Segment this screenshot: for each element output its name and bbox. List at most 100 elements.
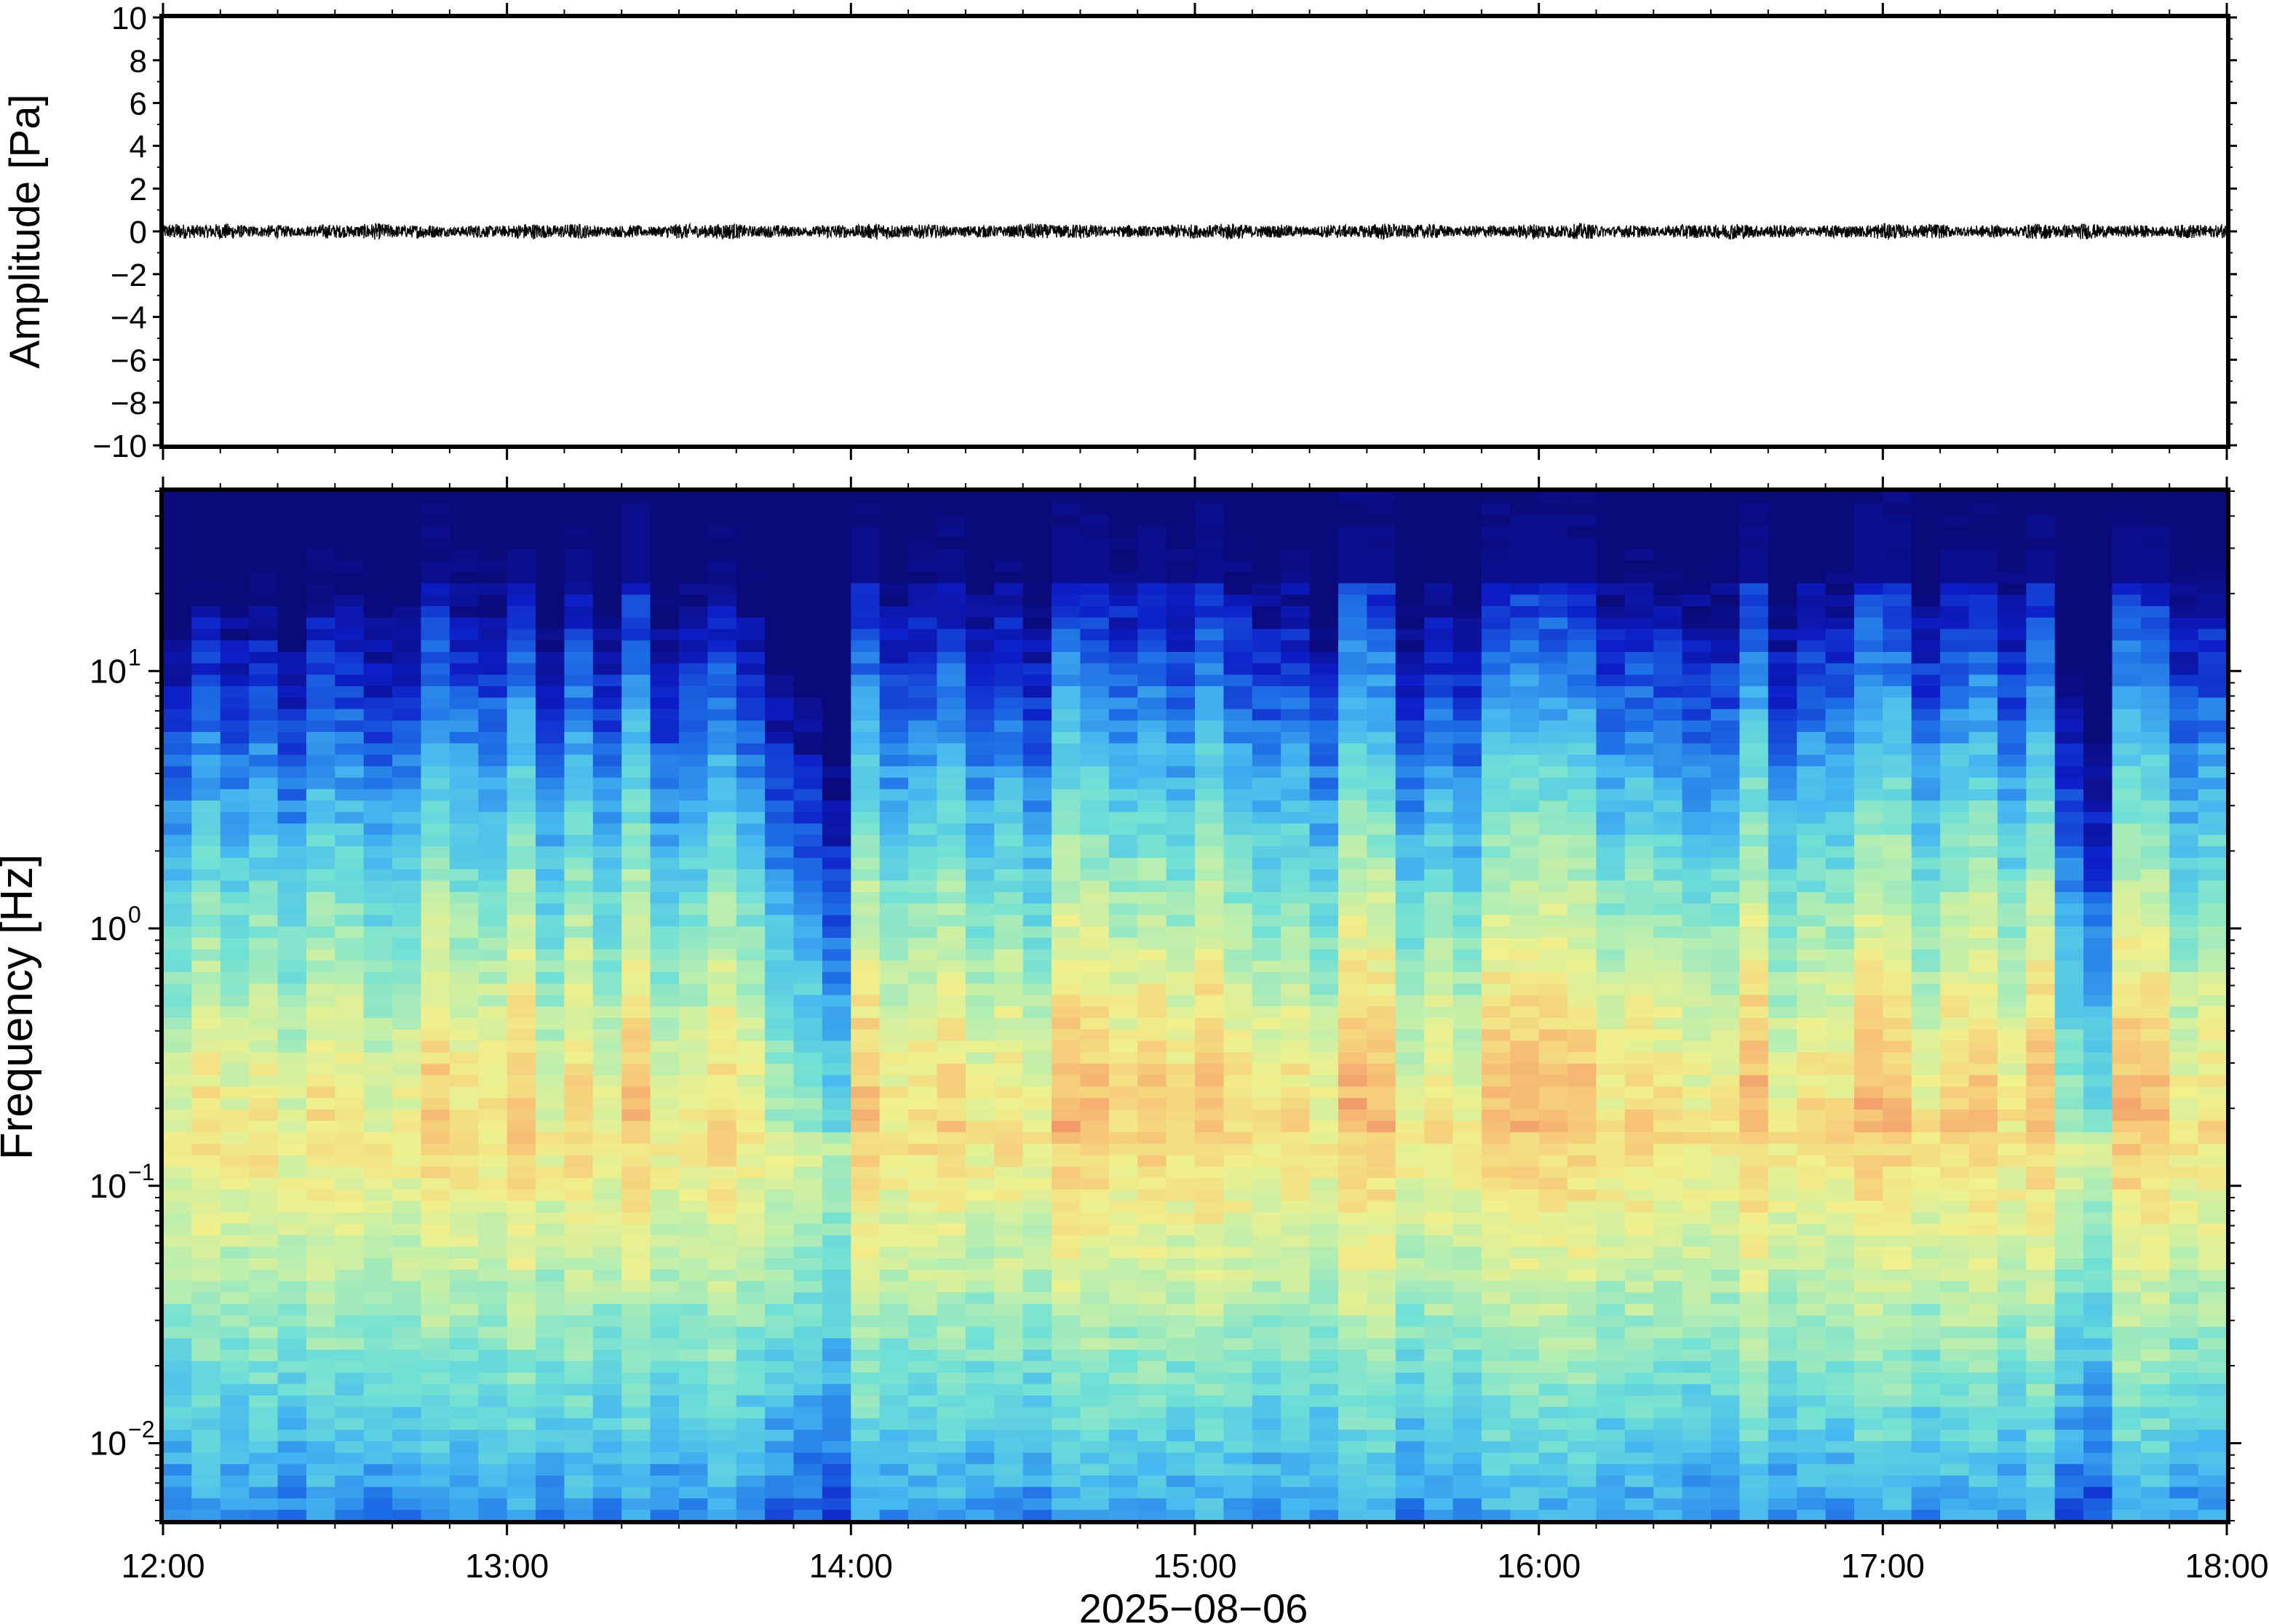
spectrogram-cell — [1453, 1177, 1482, 1190]
spectrogram-cell — [1538, 685, 1568, 698]
spectrogram-cell — [793, 594, 823, 607]
spectrogram-cell — [965, 903, 996, 915]
spectrogram-cell — [536, 571, 565, 584]
spectrogram-cell — [1137, 788, 1167, 801]
spectrogram-cell — [1395, 937, 1425, 950]
spectrogram-cell — [449, 1143, 480, 1155]
spectrogram-cell — [392, 1372, 422, 1385]
spectrogram-cell — [908, 605, 938, 618]
spectrogram-cell — [536, 1211, 565, 1225]
spectrogram-cell — [1481, 1211, 1511, 1225]
spectrogram-cell — [621, 765, 651, 778]
spectrogram-cell — [707, 1509, 737, 1521]
spectrogram-cell — [707, 560, 737, 572]
spectrogram-cell — [1424, 536, 1454, 549]
spectrogram-cell — [506, 1246, 536, 1259]
spectrogram-cell — [564, 1063, 594, 1075]
spectrogram-cell — [536, 822, 565, 835]
spectrogram-cell — [1338, 937, 1368, 950]
spectrogram-cell — [506, 514, 536, 526]
spectrogram-cell — [1223, 571, 1253, 584]
spectrogram-cell — [1395, 880, 1425, 893]
spectrogram-cell — [1682, 788, 1712, 801]
spectrogram-cell — [1453, 845, 1482, 858]
spectrogram-cell — [736, 983, 766, 995]
spectrogram-cell — [564, 708, 594, 721]
spectrogram-cell — [1510, 697, 1540, 709]
spectrogram-cell — [220, 1189, 250, 1201]
spectrogram-cell — [851, 1406, 881, 1419]
spectrogram-cell — [449, 1417, 480, 1430]
spectrogram-cell — [937, 1337, 966, 1350]
spectrogram-cell — [1108, 937, 1139, 950]
spectrogram-cell — [277, 1429, 307, 1441]
spectrogram-cell — [421, 903, 450, 915]
spectrogram-cell — [1338, 1372, 1368, 1385]
spectrogram-cell — [163, 811, 193, 824]
spectrogram-cell — [536, 1131, 565, 1144]
spectrogram-cell — [1108, 1475, 1139, 1487]
spectrogram-cell — [765, 651, 795, 664]
spectrogram-cell — [335, 697, 365, 709]
spectrogram-cell — [1395, 1200, 1425, 1213]
spectrogram-cell — [306, 1200, 336, 1213]
spectrogram-cell — [621, 811, 651, 824]
spectrogram-cell — [937, 880, 966, 893]
spectrogram-cell — [536, 1360, 565, 1373]
spectrogram-cell — [1195, 834, 1225, 847]
spectrogram-cell — [1281, 1463, 1311, 1476]
spectrogram-cell — [994, 1109, 1024, 1121]
spectrogram-cell — [1252, 960, 1281, 973]
spectrogram-cell — [564, 937, 594, 950]
spectrogram-cell — [506, 1349, 536, 1361]
spectrogram-cell — [1367, 548, 1396, 561]
spectrogram-cell — [994, 811, 1024, 824]
spectrogram-cell — [822, 536, 852, 549]
spectrogram-cell — [163, 1360, 193, 1373]
spectrogram-cell — [421, 1200, 450, 1213]
spectrogram-cell — [1309, 708, 1339, 721]
spectrogram-cell — [1223, 1406, 1253, 1419]
spectrogram-cell — [1367, 937, 1396, 950]
spectrogram-cell — [879, 960, 909, 973]
spectrogram-cell — [965, 1189, 996, 1201]
spectrogram-cell — [994, 708, 1024, 721]
spectrogram-cell — [621, 1200, 651, 1213]
spectrogram-cell — [1195, 1189, 1225, 1201]
spectrogram-cell — [879, 1246, 909, 1259]
spectrogram-cell — [879, 1017, 909, 1030]
spectrogram-cell — [1538, 857, 1568, 869]
spectrogram-cell — [478, 1417, 508, 1430]
spectrogram-cell — [249, 616, 279, 629]
spectrogram-cell — [679, 1200, 709, 1213]
spectrogram-cell — [335, 926, 365, 938]
spectrogram-cell — [765, 1429, 795, 1441]
spectrogram-cell — [191, 742, 221, 755]
spectrogram-cell — [1195, 788, 1225, 801]
spectrogram-cell — [908, 1040, 938, 1053]
spectrogram-cell — [1424, 948, 1454, 961]
spectrogram-cell — [335, 582, 365, 595]
spectrogram-cell — [965, 514, 996, 526]
spectrogram-cell — [592, 514, 623, 526]
spectrogram-cell — [335, 1086, 365, 1099]
spectrogram-cell — [1080, 811, 1110, 824]
spectrogram-cell — [908, 1051, 938, 1064]
spectrogram-cell — [621, 1211, 651, 1225]
spectrogram-cell — [421, 1189, 450, 1201]
spectrogram-cell — [1395, 1509, 1425, 1521]
spectrogram-cell — [163, 1131, 193, 1144]
spectrogram-cell — [1424, 857, 1454, 869]
spectrogram-cell — [1596, 662, 1626, 675]
spectrogram-cell — [1281, 1486, 1311, 1499]
spectrogram-cell — [1252, 926, 1281, 938]
spectrogram-cell — [822, 1497, 852, 1510]
spectrogram-cell — [1195, 1486, 1225, 1499]
spectrogram-cell — [851, 1269, 881, 1281]
spectrogram-cell — [621, 1452, 651, 1465]
spectrogram-cell — [793, 582, 823, 595]
spectrogram-cell — [1624, 720, 1655, 732]
spectrogram-cell — [621, 1349, 651, 1361]
spectrogram-cell — [1022, 1291, 1052, 1305]
spectrogram-cell — [1166, 1360, 1196, 1373]
